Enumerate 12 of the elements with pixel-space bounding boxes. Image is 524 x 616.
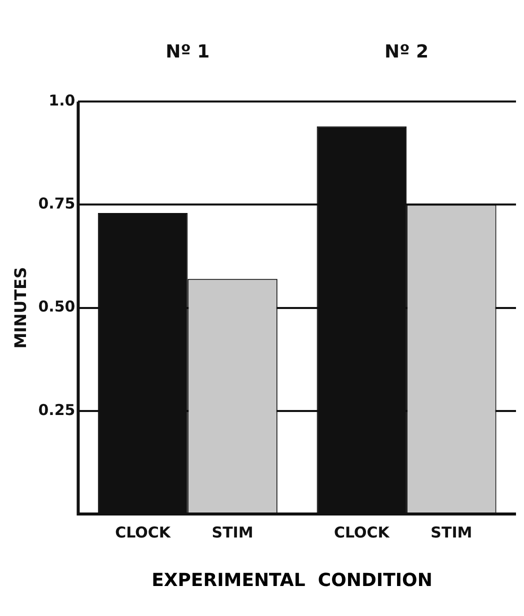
series-label: CLOCK bbox=[115, 523, 172, 542]
x-tick-label: Nº 2 bbox=[384, 41, 429, 62]
y-tick-label: 0.50 bbox=[38, 298, 76, 316]
x-axis-title: EXPERIMENTAL CONDITION bbox=[150, 570, 434, 591]
y-tick-label: 1.0 bbox=[48, 91, 76, 110]
text: CLOCK bbox=[334, 523, 390, 542]
y-tick-label: 0.25 bbox=[38, 400, 76, 419]
y-axis-title: MINUTES bbox=[10, 266, 30, 349]
x-tick-label: Nº 1 bbox=[166, 41, 210, 62]
series-label: STIM bbox=[212, 523, 254, 542]
y-tick-label: 0.75 bbox=[38, 194, 76, 213]
text: STIM bbox=[430, 523, 472, 542]
